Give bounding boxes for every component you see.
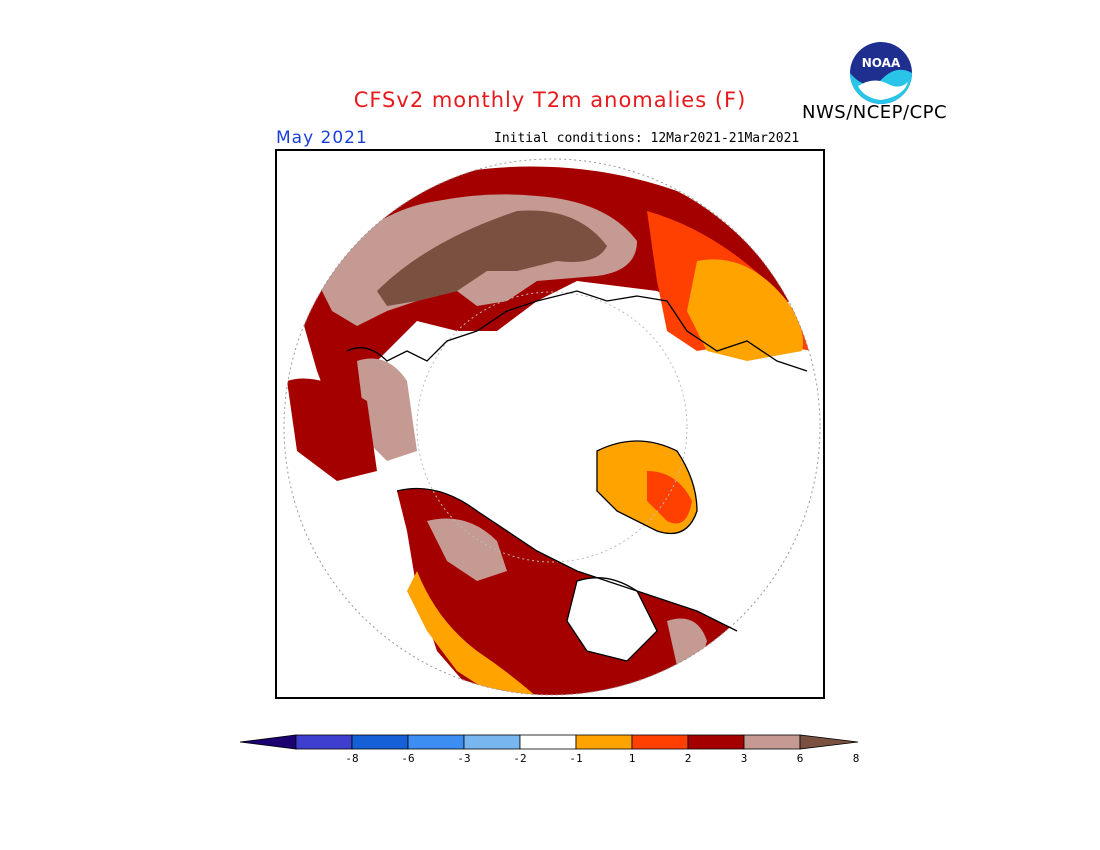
- legend-swatch: [575, 734, 633, 750]
- coastlines: [346, 290, 808, 662]
- legend-swatch: [463, 734, 521, 750]
- legend-arrow-high: [799, 734, 859, 750]
- initial-conditions-label: Initial conditions: 12Mar2021-21Mar2021: [494, 131, 800, 146]
- legend-tick-label: 1: [629, 752, 636, 765]
- legend-tick-label: 6: [797, 752, 804, 765]
- anomaly-region-hudson-bay: [567, 577, 657, 661]
- legend-arrow-low: [239, 734, 297, 750]
- anomaly-region-greenland-east: [647, 471, 692, 524]
- anomaly-region-west-coast: [407, 571, 537, 695]
- anomaly-region-siberia-strong: [377, 210, 607, 306]
- legend-tick-label: 2: [685, 752, 692, 765]
- latitude-circle: [416, 291, 688, 563]
- anomaly-region-north-america-light: [427, 518, 507, 581]
- legend-tick-label: 3: [741, 752, 748, 765]
- legend-swatch: [743, 734, 801, 750]
- legend-swatch: [631, 734, 689, 750]
- color-legend: -8 -6 -3 -2 -1 1 2 3 6 8: [239, 734, 860, 765]
- legend-swatch: [295, 734, 353, 750]
- map-frame: [275, 149, 825, 699]
- month-label: May 2021: [276, 128, 368, 148]
- legend-swatch: [351, 734, 409, 750]
- legend-swatch: [407, 734, 465, 750]
- legend-tick-label: -3: [457, 752, 470, 765]
- chart-title: CFSv2 monthly T2m anomalies (F): [353, 88, 747, 112]
- legend-swatch: [687, 734, 745, 750]
- anomaly-region-ural: [357, 358, 417, 461]
- anomaly-region-europe-light: [687, 259, 803, 361]
- legend-tick-label: -6: [401, 752, 414, 765]
- legend-tick-label: -8: [345, 752, 358, 765]
- polar-map: [283, 158, 821, 696]
- anomaly-region-east-siberia: [287, 378, 377, 481]
- globe-outline: [283, 158, 821, 696]
- organization-label: NWS/NCEP/CPC: [802, 102, 948, 123]
- legend-tick-label: 8: [853, 752, 860, 765]
- legend-swatch: [519, 734, 577, 750]
- noaa-logo: NOAA: [850, 42, 912, 104]
- legend-tick-label: -1: [569, 752, 582, 765]
- legend-tick-label: -2: [513, 752, 526, 765]
- logo-text: NOAA: [862, 56, 901, 70]
